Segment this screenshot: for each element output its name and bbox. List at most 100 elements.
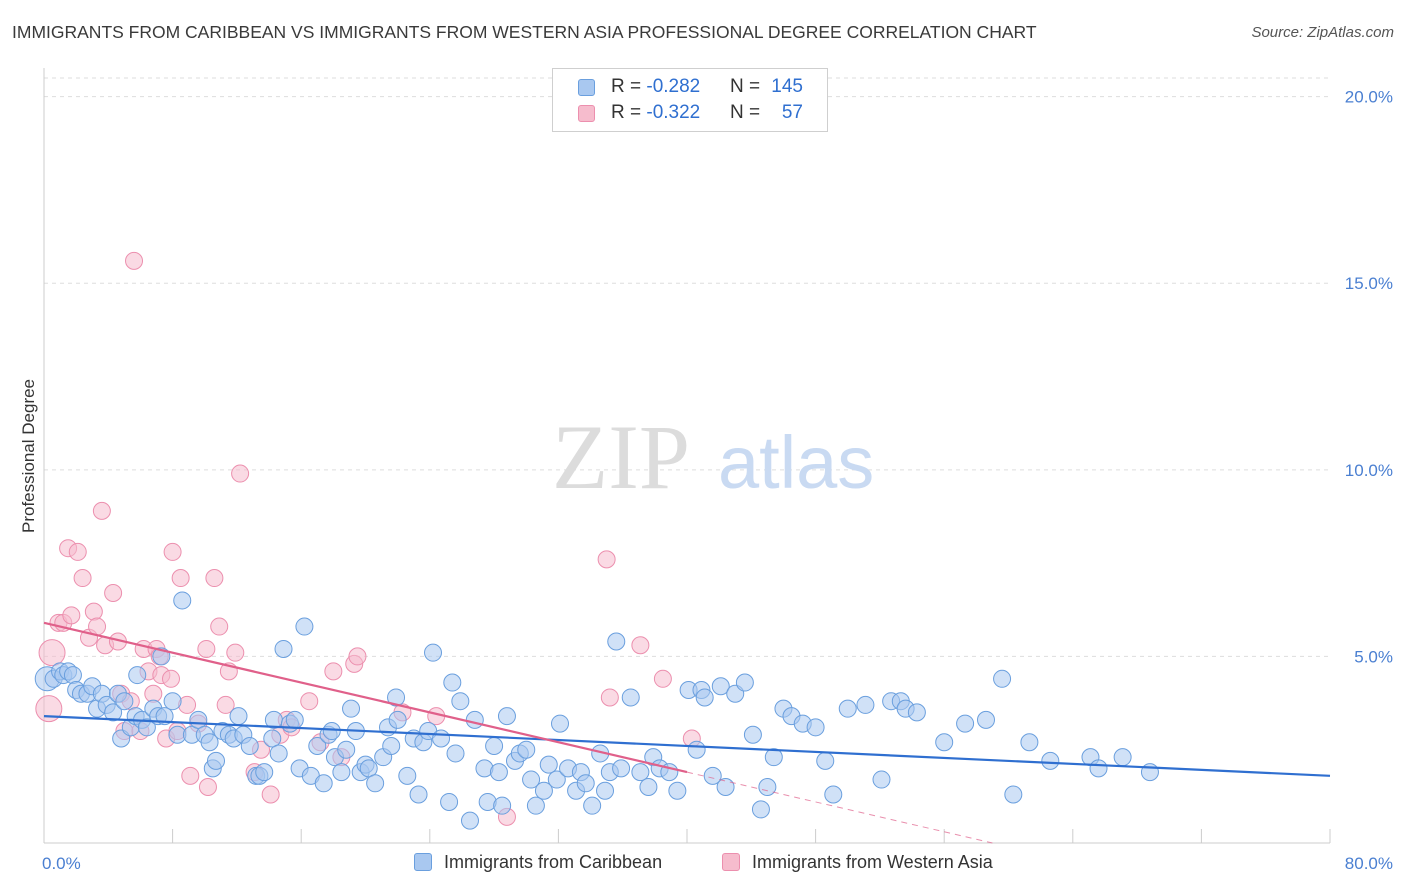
data-point-caribbean <box>1113 748 1132 767</box>
legend-swatch-blue <box>414 853 432 871</box>
data-point-caribbean <box>493 796 512 815</box>
data-point-caribbean <box>976 710 995 729</box>
y-tick-label: 10.0% <box>1345 461 1393 480</box>
data-point-caribbean <box>285 710 304 729</box>
data-point-caribbean <box>489 763 508 782</box>
legend-r-value: -0.282 <box>646 76 701 97</box>
data-point-caribbean <box>387 688 406 707</box>
data-point-caribbean <box>446 744 465 763</box>
data-point-caribbean <box>639 778 658 797</box>
data-point-caribbean <box>1041 751 1060 770</box>
data-point-western-asia <box>631 636 650 655</box>
data-point-caribbean <box>612 759 631 778</box>
data-point-caribbean <box>716 778 735 797</box>
legend-n-label: N = <box>730 76 761 97</box>
legend-label-caribbean: Immigrants from Caribbean <box>444 852 663 872</box>
trend-line-caribbean <box>43 715 1331 777</box>
y-tick-label: 20.0% <box>1345 88 1393 107</box>
chart-title: IMMIGRANTS FROM CARIBBEAN VS IMMIGRANTS … <box>12 22 1037 42</box>
data-point-caribbean <box>522 770 541 789</box>
legend-item-western-asia[interactable]: Immigrants from Western Asia <box>722 852 993 873</box>
legend-item-caribbean[interactable]: Immigrants from Caribbean <box>414 852 662 873</box>
data-point-caribbean <box>907 703 926 722</box>
data-point-western-asia <box>205 569 224 588</box>
data-point-western-asia <box>210 617 229 636</box>
data-point-caribbean <box>342 699 361 718</box>
data-point-caribbean <box>806 718 825 737</box>
source-label: Source: ZipAtlas.com <box>1251 24 1394 41</box>
data-point-caribbean <box>711 677 730 696</box>
x-tick-label: 0.0% <box>42 854 81 873</box>
data-point-caribbean <box>314 774 333 793</box>
y-tick-label: 5.0% <box>1354 647 1393 666</box>
data-point-western-asia <box>62 606 81 625</box>
data-point-caribbean <box>735 673 754 692</box>
legend-row-western-asia: R = -0.322 N = 57 <box>553 102 827 126</box>
data-point-caribbean <box>173 591 192 610</box>
gridlines <box>44 77 1330 657</box>
data-point-caribbean <box>547 770 566 789</box>
data-point-western-asia <box>73 569 92 588</box>
data-point-western-asia <box>600 688 619 707</box>
data-point-western-asia <box>84 602 103 621</box>
data-point-caribbean <box>432 729 451 748</box>
legend-swatch-pink <box>578 105 595 122</box>
data-point-caribbean <box>115 692 134 711</box>
data-point-caribbean <box>359 759 378 778</box>
data-point-caribbean <box>956 714 975 733</box>
data-point-western-asia <box>35 695 63 723</box>
y-axis-label: Professional Degree <box>19 379 38 533</box>
data-point-caribbean <box>163 692 182 711</box>
data-point-caribbean <box>424 643 443 662</box>
data-point-caribbean <box>269 744 288 763</box>
data-point-caribbean <box>583 796 602 815</box>
data-point-western-asia <box>125 251 144 270</box>
legend-series: Immigrants from Caribbean Immigrants fro… <box>0 850 1406 880</box>
data-point-caribbean <box>398 766 417 785</box>
data-point-western-asia <box>88 617 107 636</box>
trend-lines <box>43 621 1331 844</box>
data-point-caribbean <box>451 692 470 711</box>
series-western-asia <box>35 251 701 826</box>
data-point-caribbean <box>1020 733 1039 752</box>
data-point-caribbean <box>551 714 570 733</box>
data-point-caribbean <box>274 639 293 658</box>
data-point-caribbean <box>485 736 504 755</box>
data-point-caribbean <box>137 718 156 737</box>
data-point-caribbean <box>388 710 407 729</box>
data-point-western-asia <box>300 692 319 711</box>
data-point-caribbean <box>607 632 626 651</box>
legend-n-value: 57 <box>781 102 803 123</box>
legend-r-label: R = <box>611 76 647 97</box>
data-point-caribbean <box>631 763 650 782</box>
legend-n-value: 145 <box>771 76 803 97</box>
data-point-caribbean <box>751 800 770 819</box>
data-point-caribbean <box>366 774 385 793</box>
data-point-caribbean <box>935 733 954 752</box>
data-point-western-asia <box>92 501 111 520</box>
data-point-western-asia <box>653 669 672 688</box>
data-point-caribbean <box>576 774 595 793</box>
data-point-caribbean <box>409 785 428 804</box>
data-point-western-asia <box>38 639 66 667</box>
data-point-caribbean <box>695 688 714 707</box>
data-point-caribbean <box>764 748 783 767</box>
data-point-caribbean <box>440 792 459 811</box>
legend-n-label: N = <box>730 102 761 123</box>
legend-r-label: R = <box>611 102 647 123</box>
data-point-caribbean <box>517 740 536 759</box>
data-point-caribbean <box>838 699 857 718</box>
tick-labels: 5.0% 10.0% 15.0% 20.0% 0.0% 80.0% <box>42 88 1393 873</box>
data-point-caribbean <box>207 751 226 770</box>
watermark-atlas: atlas <box>718 421 874 504</box>
data-point-caribbean <box>1089 759 1108 778</box>
data-point-caribbean <box>63 666 82 685</box>
data-point-caribbean <box>322 722 341 741</box>
y-tick-label: 15.0% <box>1345 274 1393 293</box>
data-point-caribbean <box>332 763 351 782</box>
data-point-caribbean <box>758 778 777 797</box>
data-point-caribbean <box>229 707 248 726</box>
data-point-western-asia <box>226 643 245 662</box>
data-point-western-asia <box>348 647 367 666</box>
